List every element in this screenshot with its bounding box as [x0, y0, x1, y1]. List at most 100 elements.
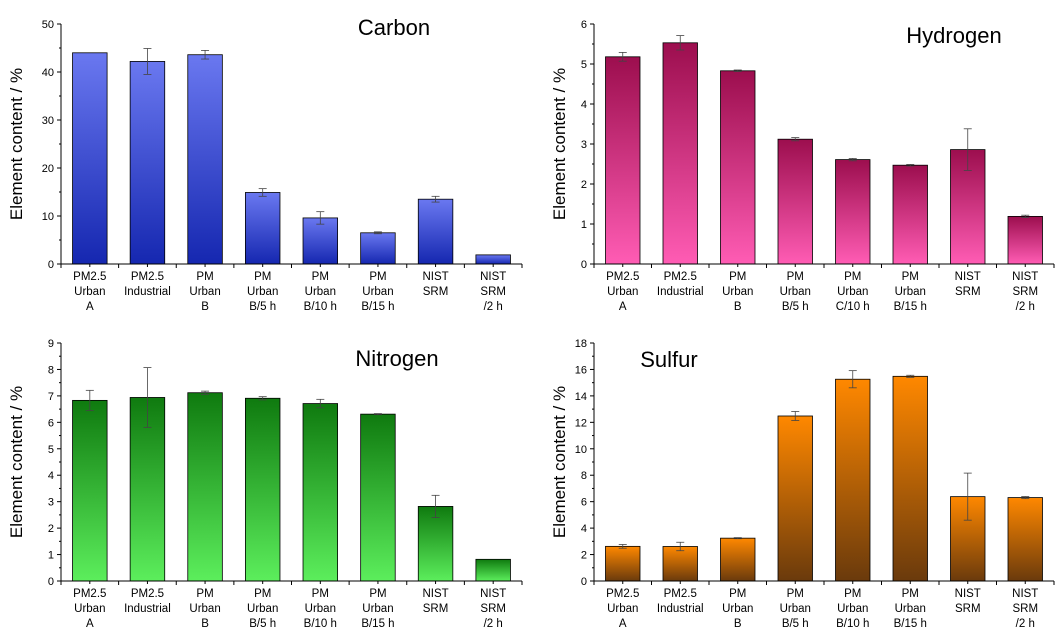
x-tick-label-nitrogen-4: PM [254, 588, 271, 600]
x-tick-label-hydrogen-4: B/5 h [782, 301, 809, 313]
x-tick-label-nitrogen-2: PM2.5 [131, 588, 164, 600]
x-tick-label-nitrogen-8: /2 h [484, 618, 503, 630]
bar-sulfur-3 [720, 537, 756, 582]
x-tick-label-sulfur-1: Urban [607, 603, 638, 615]
bar-carbon-6 [360, 232, 396, 265]
y-tick-label-carbon: 40 [42, 67, 54, 79]
x-tick-label-nitrogen-6: B/15 h [361, 618, 394, 630]
x-tick-label-sulfur-6: PM [902, 588, 919, 600]
bar-sulfur-6 [892, 375, 928, 582]
bar-hydrogen-3 [720, 70, 756, 265]
x-tick-label-nitrogen-5: PM [312, 588, 329, 600]
x-tick-label-hydrogen-6: B/15 h [894, 301, 927, 313]
x-tick-label-sulfur-6: Urban [895, 603, 926, 615]
y-tick-label-nitrogen: 6 [48, 417, 54, 429]
x-tick-label-sulfur-4: B/5 h [782, 618, 809, 630]
bar-nitrogen-1 [72, 399, 108, 582]
x-tick-label-nitrogen-3: B [201, 618, 209, 630]
y-tick-label-sulfur: 2 [581, 550, 587, 562]
bar-sulfur-8 [1007, 497, 1043, 582]
x-tick-label-nitrogen-8: SRM [480, 603, 506, 615]
x-tick-label-nitrogen-4: Urban [247, 603, 278, 615]
x-tick-label-sulfur-8: NIST [1012, 588, 1038, 600]
y-axis-title-carbon: Element content / % [7, 68, 26, 220]
x-tick-label-hydrogen-3: PM [729, 271, 746, 283]
error-bar-carbon-5 [316, 211, 325, 225]
x-tick-label-nitrogen-3: PM [196, 588, 213, 600]
x-tick-label-nitrogen-6: Urban [362, 603, 393, 615]
bar-nitrogen-8 [475, 558, 511, 582]
y-tick-label-sulfur: 6 [581, 497, 587, 509]
error-bar-sulfur-5 [848, 370, 857, 389]
y-tick-label-carbon: 0 [48, 259, 54, 271]
y-tick-label-hydrogen: 6 [581, 19, 587, 31]
x-tick-label-carbon-2: Industrial [124, 286, 171, 298]
x-tick-label-hydrogen-8: /2 h [1016, 301, 1035, 313]
bar-hydrogen-8 [1007, 215, 1043, 265]
bar-nitrogen-3 [187, 392, 223, 582]
x-tick-label-carbon-8: NIST [480, 271, 506, 283]
x-tick-label-nitrogen-2: Industrial [124, 603, 171, 615]
x-tick-label-nitrogen-5: B/10 h [304, 618, 337, 630]
bar-carbon-2 [129, 61, 166, 265]
x-tick-label-hydrogen-6: Urban [895, 286, 926, 298]
bar-nitrogen-2 [129, 397, 166, 582]
x-tick-label-nitrogen-3: Urban [189, 603, 220, 615]
y-tick-label-carbon: 20 [42, 163, 54, 175]
y-tick-label-nitrogen: 2 [48, 523, 54, 535]
x-tick-label-sulfur-2: Industrial [657, 603, 704, 615]
x-tick-label-sulfur-1: PM2.5 [606, 588, 639, 600]
bar-carbon-5 [302, 217, 338, 265]
x-tick-label-carbon-8: SRM [480, 286, 506, 298]
x-tick-label-hydrogen-2: Industrial [657, 286, 704, 298]
x-tick-label-sulfur-6: B/15 h [894, 618, 927, 630]
bar-hydrogen-5 [835, 159, 871, 265]
y-tick-label-carbon: 50 [42, 19, 54, 31]
error-bar-nitrogen-1 [85, 389, 94, 411]
error-bar-hydrogen-3 [733, 69, 742, 72]
error-bar-hydrogen-4 [791, 137, 800, 142]
error-bar-carbon-7 [431, 195, 440, 203]
y-tick-label-nitrogen: 9 [48, 338, 54, 350]
x-tick-label-hydrogen-1: PM2.5 [606, 271, 639, 283]
x-tick-label-nitrogen-8: NIST [480, 588, 506, 600]
bar-carbon-1 [72, 52, 108, 265]
error-bar-sulfur-4 [791, 411, 800, 421]
x-tick-label-carbon-6: PM [369, 271, 386, 283]
bar-sulfur-2 [662, 546, 698, 582]
bar-carbon-8 [475, 254, 511, 265]
error-bar-sulfur-2 [676, 541, 685, 552]
panel-title-sulfur: Sulfur [640, 347, 697, 372]
x-tick-label-sulfur-4: PM [787, 588, 804, 600]
x-tick-label-nitrogen-1: PM2.5 [73, 588, 106, 600]
error-bar-sulfur-7 [963, 472, 972, 521]
y-tick-label-hydrogen: 1 [581, 219, 587, 231]
x-tick-label-carbon-5: PM [312, 271, 329, 283]
x-tick-label-sulfur-3: Urban [722, 603, 753, 615]
y-tick-label-sulfur: 8 [581, 470, 587, 482]
x-tick-label-sulfur-7: SRM [955, 603, 981, 615]
x-tick-label-sulfur-5: PM [844, 588, 861, 600]
chart-panel-hydrogen: 0 1 2 3 4 5 6 PM2.5 Urban A PM2.5 Industrial PM Urban… [550, 19, 1055, 313]
y-tick-label-sulfur: 4 [581, 523, 587, 535]
x-tick-label-nitrogen-1: Urban [74, 603, 105, 615]
y-tick-label-sulfur: 12 [575, 417, 587, 429]
x-tick-label-nitrogen-7: SRM [423, 603, 449, 615]
panel-title-hydrogen: Hydrogen [906, 23, 1001, 48]
x-tick-label-sulfur-8: /2 h [1016, 618, 1035, 630]
x-tick-label-carbon-5: Urban [305, 286, 336, 298]
error-bar-nitrogen-3 [201, 390, 210, 395]
y-tick-label-carbon: 10 [42, 211, 54, 223]
error-bar-sulfur-3 [733, 537, 742, 540]
bar-carbon-7 [417, 198, 454, 265]
x-tick-label-hydrogen-5: C/10 h [836, 301, 870, 313]
x-tick-label-carbon-3: PM [196, 271, 213, 283]
x-tick-label-sulfur-7: NIST [955, 588, 981, 600]
error-bar-hydrogen-8 [1021, 214, 1030, 219]
x-tick-label-sulfur-3: PM [729, 588, 746, 600]
x-tick-label-hydrogen-5: PM [844, 271, 861, 283]
x-tick-label-hydrogen-4: PM [787, 271, 804, 283]
panel-title-carbon: Carbon [358, 15, 430, 40]
x-tick-label-carbon-4: B/5 h [249, 301, 276, 313]
